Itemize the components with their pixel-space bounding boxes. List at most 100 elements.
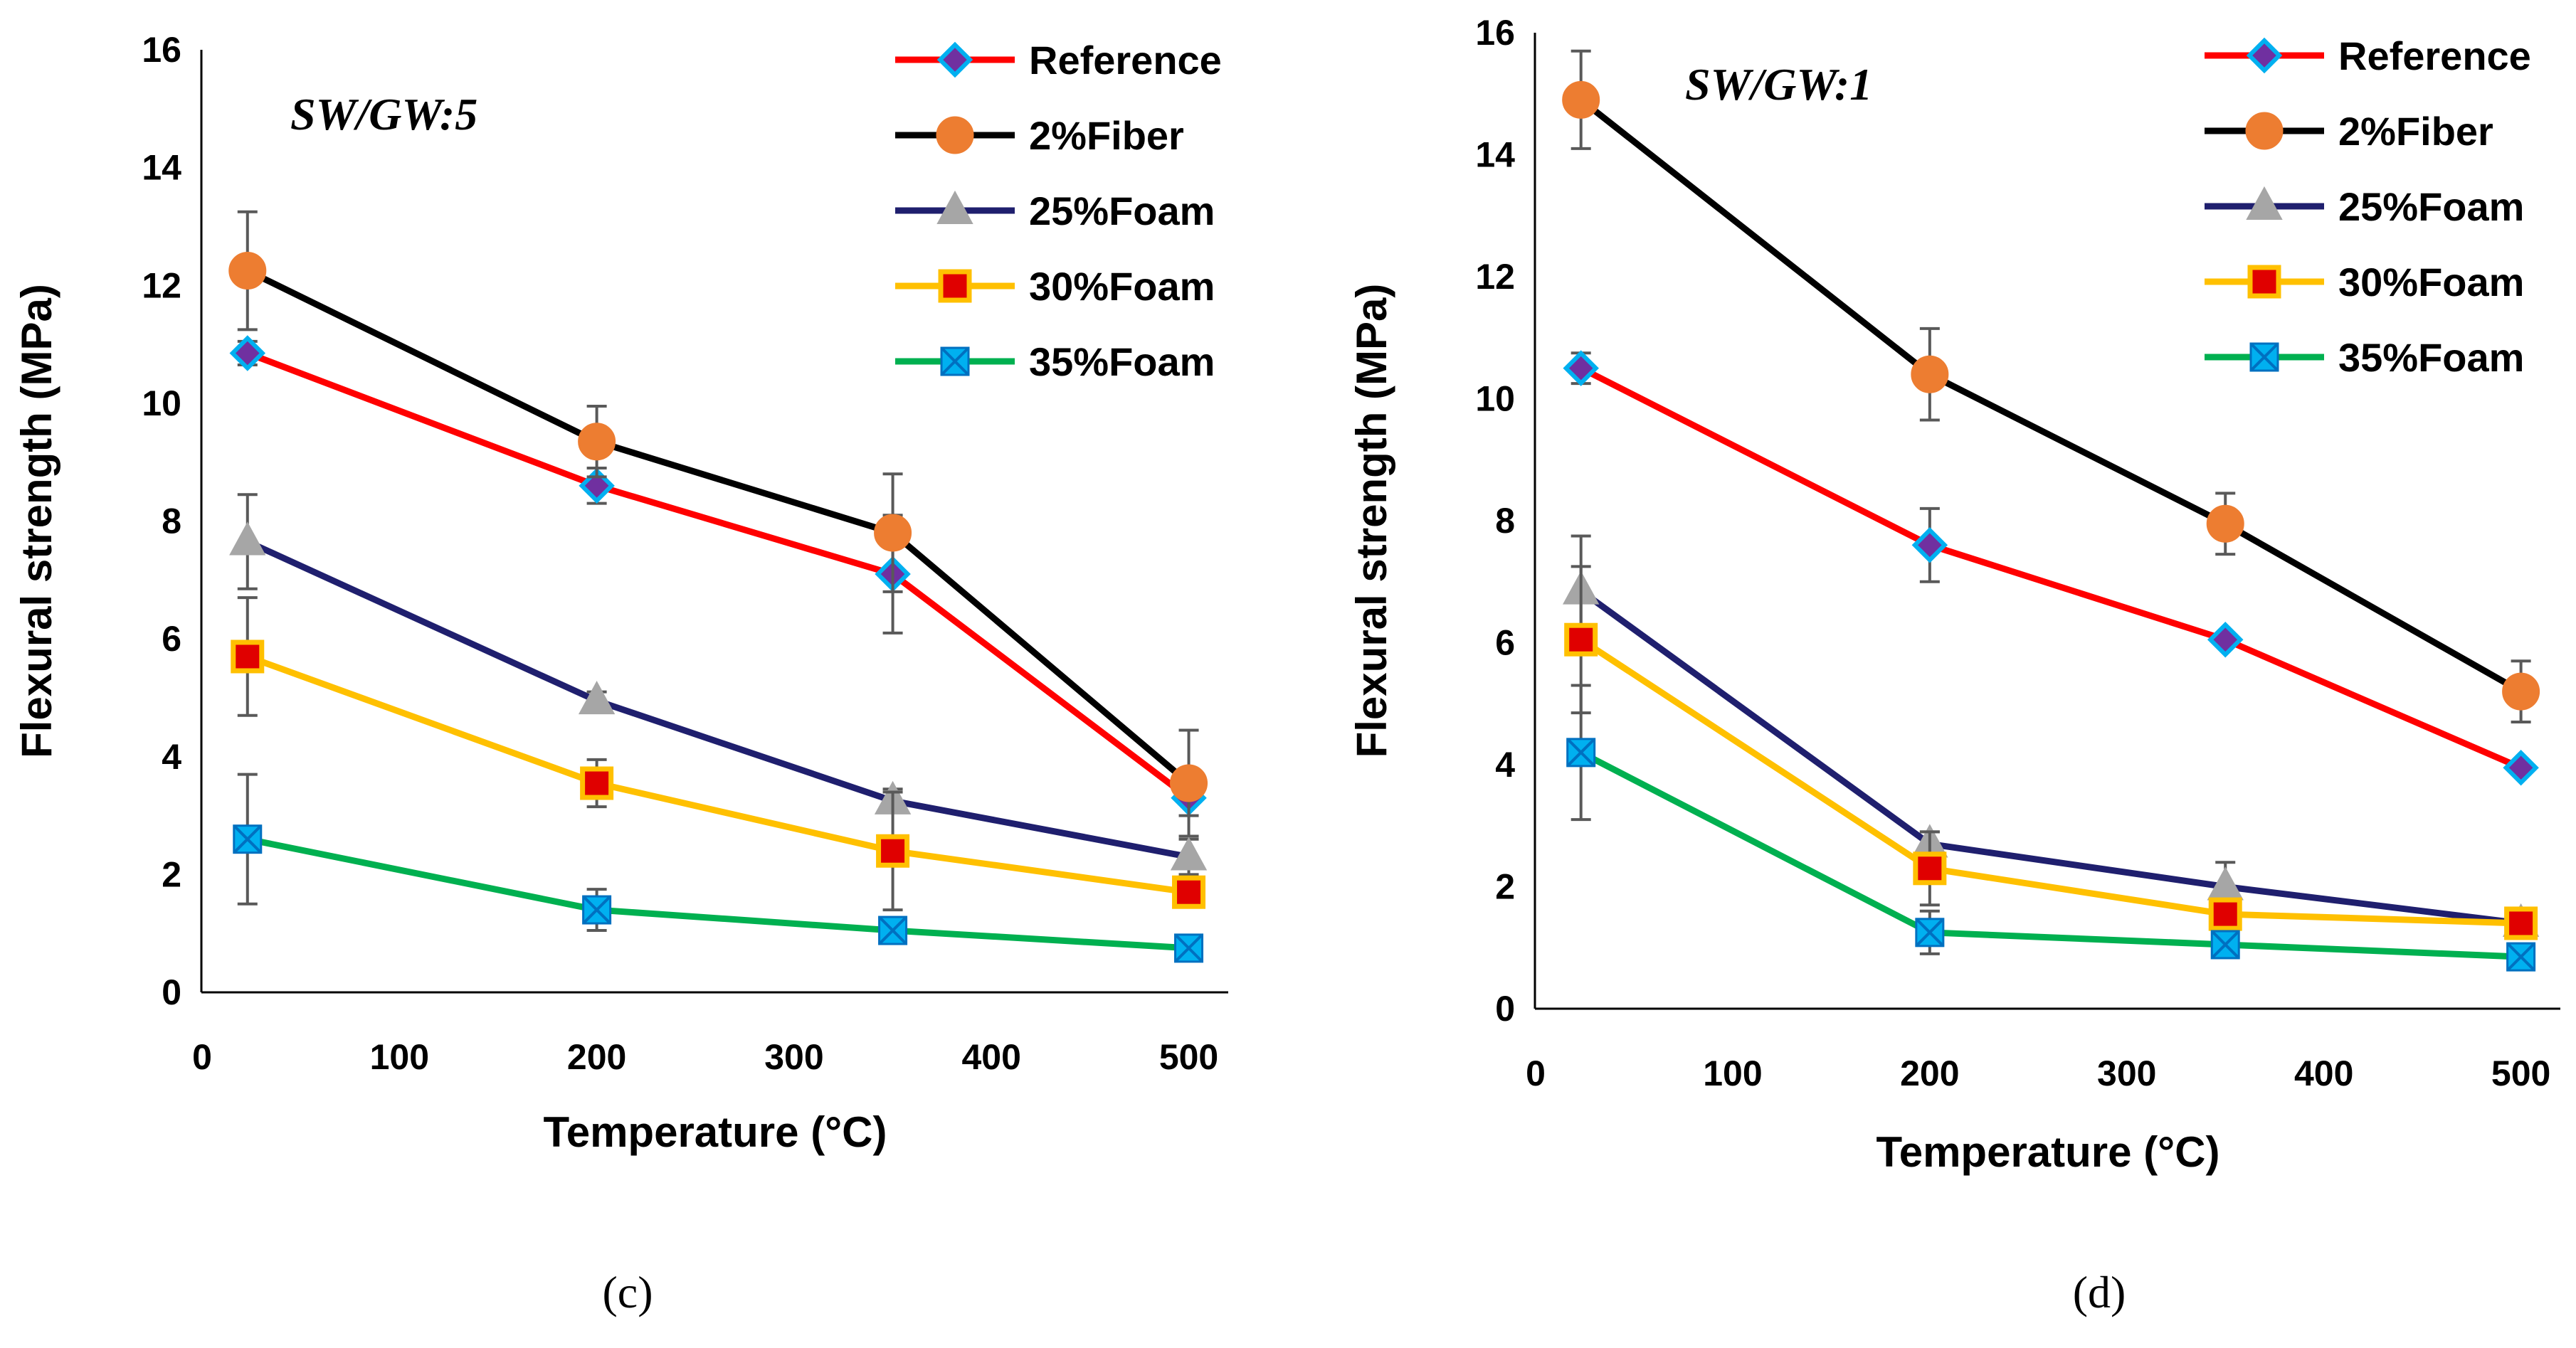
data-point	[1170, 764, 1208, 802]
series-line	[1579, 365, 2523, 771]
legend-entry: 30%Foam	[895, 264, 1215, 309]
y-tick-label: 12	[1475, 257, 1515, 297]
legend-entry: Reference	[2205, 33, 2531, 78]
legend-label: Reference	[2338, 33, 2531, 78]
data-point-cross	[1174, 933, 1203, 963]
legend-entry: Reference	[895, 38, 1222, 83]
x-tick-label: 0	[192, 1037, 212, 1077]
data-point	[1170, 837, 1208, 871]
series-line	[246, 350, 1191, 801]
data-point	[229, 521, 266, 556]
legend-swatch-marker	[2247, 265, 2281, 299]
legend-entry: 30%Foam	[2205, 260, 2524, 304]
data-point	[2503, 750, 2539, 786]
y-tick-label: 8	[1495, 501, 1515, 541]
data-point	[229, 335, 266, 371]
x-tick-label: 500	[1159, 1037, 1218, 1077]
series-line	[1579, 637, 2521, 927]
data-point	[578, 423, 616, 461]
panel-caption: (d)	[2073, 1267, 2126, 1317]
legend-entry: 2%Fiber	[895, 113, 1184, 158]
data-point-cross	[878, 916, 907, 945]
legend-entry: 2%Fiber	[2205, 109, 2493, 154]
legend-entry: 35%Foam	[895, 339, 1215, 384]
y-tick-label: 10	[1475, 379, 1515, 419]
legend-label: Reference	[1029, 38, 1222, 83]
series-35-foam	[233, 773, 1204, 963]
data-point	[1911, 355, 1949, 393]
data-point	[578, 680, 616, 715]
data-point-cross	[2506, 942, 2536, 972]
data-point	[2206, 504, 2244, 543]
series-reference	[1563, 350, 2539, 786]
legend-swatch-marker	[938, 269, 972, 303]
y-tick-label: 2	[1495, 867, 1515, 907]
chart-panel-d: 0 2 4 6 8 10 12 14 16 0 100 200 300 400 500 Temperature…	[1348, 13, 2560, 1317]
series-line	[246, 836, 1189, 952]
data-point	[2504, 906, 2538, 940]
data-point	[1563, 350, 1599, 386]
data-point	[231, 639, 265, 674]
data-point-cross	[2210, 930, 2240, 960]
series-2-fiber	[1562, 49, 2540, 723]
y-tick-label: 14	[142, 148, 181, 188]
data-point	[2207, 621, 2244, 658]
legend-label: 35%Foam	[1029, 339, 1215, 384]
x-tick-label: 500	[2491, 1054, 2550, 1093]
series-25-foam	[229, 493, 1208, 876]
x-tick-label: 200	[567, 1037, 626, 1077]
legend-label: 25%Foam	[2338, 184, 2524, 229]
series-30-foam	[1564, 565, 2538, 940]
data-point	[1913, 851, 1947, 886]
series-line	[1579, 588, 2522, 927]
data-point	[1562, 80, 1600, 119]
data-point	[1172, 875, 1206, 909]
x-tick-label: 300	[764, 1037, 823, 1077]
x-tick-label: 0	[1526, 1054, 1546, 1093]
data-point-cross	[582, 895, 612, 925]
y-tick-label: 6	[162, 619, 181, 659]
data-point	[2502, 672, 2540, 711]
series-2-fiber	[228, 210, 1208, 838]
y-tick-label: 8	[162, 501, 181, 541]
legend-label: 30%Foam	[1029, 264, 1215, 309]
y-tick-label: 6	[1495, 623, 1515, 663]
data-point	[1911, 527, 1948, 563]
chart-panel-c: 0 2 4 6 8 10 12 14 16 0 100 200 300 400 500 Temperature…	[13, 30, 1228, 1317]
y-axis-title: Flexural strength (MPa)	[13, 284, 60, 758]
data-point	[2208, 897, 2242, 931]
data-point	[1564, 622, 1598, 657]
data-point	[874, 514, 912, 552]
series-line	[246, 267, 1191, 786]
legend-entry: 25%Foam	[2205, 184, 2524, 229]
legend-swatch-marker	[2245, 112, 2284, 150]
legend-swatch-marker	[936, 190, 973, 224]
legend-swatch-marker	[2246, 186, 2283, 220]
y-tick-label: 2	[162, 854, 181, 894]
legend-swatch-marker	[2246, 37, 2283, 74]
panel-annotation: SW/GW:1	[1685, 59, 1872, 110]
data-point	[580, 766, 614, 800]
y-tick-label: 14	[1475, 135, 1515, 175]
data-point-cross	[1566, 738, 1596, 768]
y-tick-label: 16	[1475, 13, 1515, 53]
legend-swatch-marker-cross	[940, 346, 970, 376]
y-tick-label: 12	[142, 265, 181, 305]
data-point-cross	[1915, 918, 1945, 948]
x-tick-label: 100	[1703, 1054, 1762, 1093]
data-point	[876, 834, 910, 868]
series-line	[1579, 749, 2521, 960]
y-tick-label: 16	[142, 30, 181, 70]
series-line	[1578, 97, 2523, 695]
x-tick-label: 100	[370, 1037, 429, 1077]
y-tick-label: 0	[1495, 989, 1515, 1029]
x-tick-label: 400	[2294, 1054, 2353, 1093]
x-axis-title: Temperature (°C)	[1876, 1128, 2220, 1176]
x-tick-label: 400	[962, 1037, 1021, 1077]
series-line	[246, 653, 1190, 896]
y-tick-label: 4	[1495, 745, 1515, 785]
series-line	[246, 538, 1190, 860]
data-point-cross	[233, 824, 263, 854]
legend-swatch-marker	[936, 116, 974, 154]
panel-annotation: SW/GW:5	[290, 89, 477, 139]
